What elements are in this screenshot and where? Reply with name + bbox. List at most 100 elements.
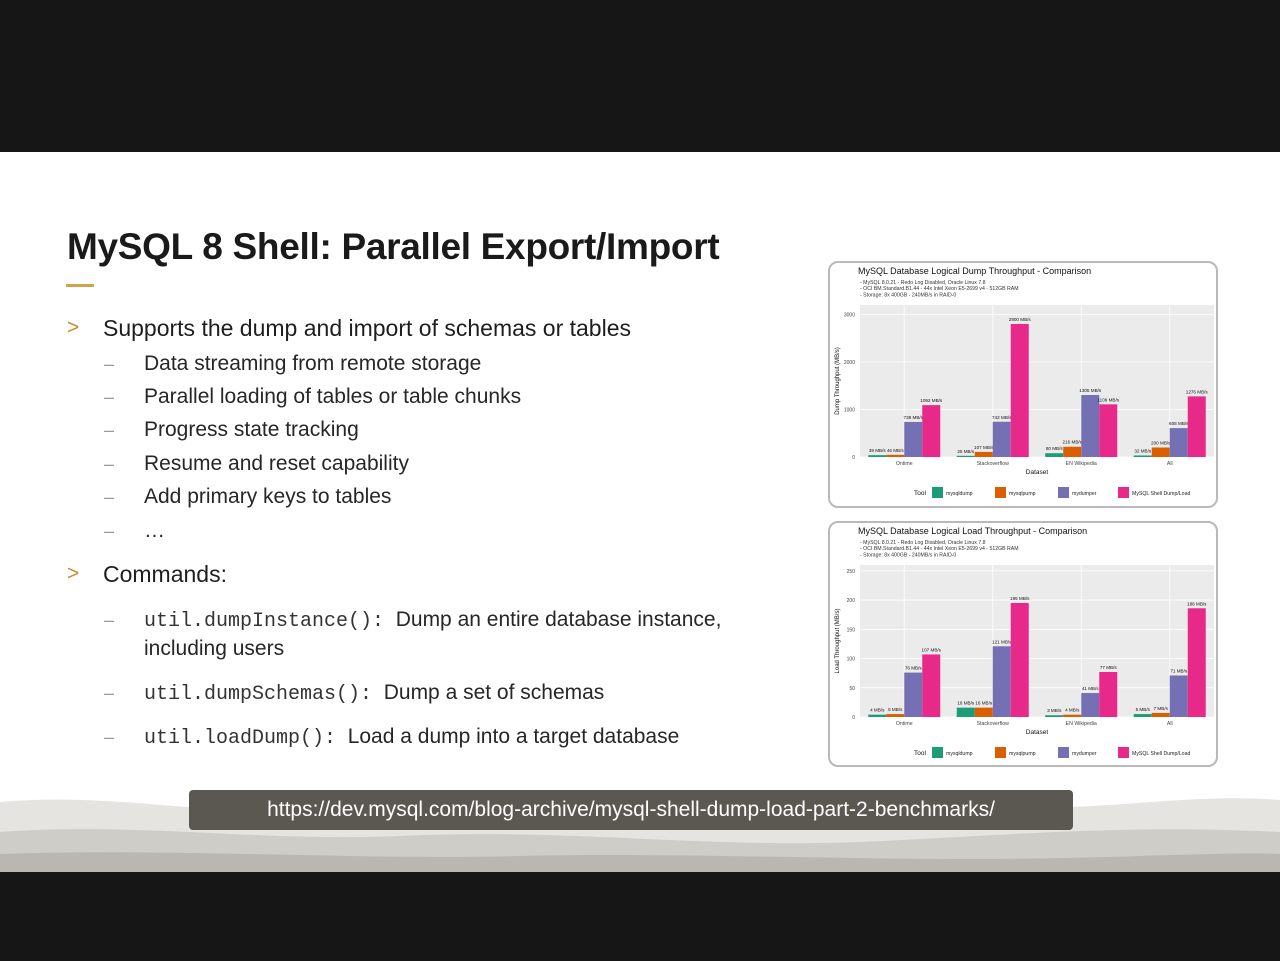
bar-data-label: 25 MB/s	[957, 449, 975, 454]
bar	[1151, 712, 1170, 717]
dump-chart-card: MySQL Database Logical Dump Throughput -…	[828, 261, 1218, 508]
legend-swatch	[1118, 747, 1129, 758]
bar	[974, 707, 993, 717]
command-desc: Load a dump into a target database	[347, 725, 680, 748]
x-tick-label: All	[1167, 461, 1173, 467]
legend-label: mysqlpump	[1009, 491, 1036, 497]
bar	[922, 405, 941, 457]
bar	[956, 455, 975, 457]
bar-data-label: 39 MB/s	[869, 448, 887, 453]
legend-swatch	[995, 747, 1006, 758]
legend-title: Tool	[914, 490, 926, 497]
y-axis-label: Load Throughput (MB/s)	[835, 609, 841, 674]
bar-data-label: 80 MB/s	[1046, 446, 1064, 451]
dash-icon: –	[104, 727, 115, 747]
bar	[886, 714, 905, 717]
bar	[1187, 608, 1206, 717]
slide: MySQL 8 Shell: Parallel Export/Import > …	[0, 152, 1280, 872]
command-item: util.dumpInstance(): Dump an entire data…	[144, 608, 721, 633]
y-tick-label: 1000	[844, 408, 855, 414]
legend-label: MySQL Shell Dump/Load	[1132, 491, 1190, 497]
sub-item: Progress state tracking	[144, 418, 359, 441]
dash-icon: –	[104, 521, 115, 541]
command-code: util.loadDump():	[144, 727, 337, 750]
chevron-bullet-icon: >	[67, 562, 80, 585]
sub-item: …	[144, 519, 165, 542]
y-axis-label: Dump Throughput (MB/s)	[835, 347, 841, 415]
bar	[1151, 447, 1170, 457]
bar-data-label: 3 MB/s	[1047, 708, 1062, 713]
legend-swatch	[1058, 747, 1069, 758]
bar	[1045, 715, 1064, 717]
slide-title: MySQL 8 Shell: Parallel Export/Import	[67, 226, 720, 267]
x-tick-label: Stackoverflow	[977, 461, 1010, 467]
legend-label: mydumper	[1072, 751, 1097, 757]
bar	[1169, 428, 1188, 457]
y-tick-label: 250	[847, 569, 856, 575]
bar	[1081, 693, 1100, 717]
legend-label: mysqldump	[946, 491, 973, 497]
bar	[904, 672, 923, 717]
command-code: util.dumpInstance():	[144, 610, 385, 633]
chart-subtitle: - MySQL 8.0.21 - Redo Log Disabled, Orac…	[860, 540, 986, 546]
y-tick-label: 3000	[844, 313, 855, 319]
chart-subtitle: - OCI BM.Standard.B1.44 - 44x Intel Xeon…	[860, 546, 1019, 552]
blog-link[interactable]: https://dev.mysql.com/blog-archive/mysql…	[267, 798, 995, 821]
bar-data-label: 2800 MB/s	[1009, 317, 1032, 322]
sub-item: Add primary keys to tables	[144, 485, 392, 508]
bar-data-label: 107 MB/s	[974, 445, 994, 450]
bar	[1133, 455, 1152, 457]
bullet-supports: Supports the dump and import of schemas …	[103, 315, 632, 341]
bar-data-label: 41 MB/s	[1082, 686, 1100, 691]
bar-data-label: 4 MB/s	[1065, 708, 1080, 713]
bar	[1063, 446, 1082, 457]
x-axis-label: Dataset	[1026, 729, 1049, 736]
dash-icon: –	[104, 420, 115, 440]
bar-data-label: 1092 MB/s	[920, 398, 943, 403]
y-tick-label: 50	[849, 686, 855, 692]
bar-data-label: 5 MB/s	[888, 707, 903, 712]
bar-data-label: 76 MB/s	[905, 666, 923, 671]
bar-data-label: 16 MB/s	[975, 701, 993, 706]
bar	[992, 421, 1011, 457]
bottom-letterbox	[0, 872, 1280, 961]
dash-icon: –	[104, 387, 115, 407]
x-tick-label: Stackoverflow	[977, 721, 1010, 727]
x-tick-label: EN Wikipedia	[1066, 721, 1097, 727]
legend-label: mydumper	[1072, 491, 1097, 497]
load-chart-card: MySQL Database Logical Load Throughput -…	[828, 521, 1218, 767]
bar	[1045, 453, 1064, 457]
sub-item: Parallel loading of tables or table chun…	[144, 385, 522, 408]
command-code: util.dumpSchemas():	[144, 683, 373, 706]
legend-label: mysqlpump	[1009, 751, 1036, 757]
legend-label: mysqldump	[946, 751, 973, 757]
url-banner[interactable]: https://dev.mysql.com/blog-archive/mysql…	[189, 790, 1073, 830]
bar	[904, 421, 923, 457]
command-desc: Dump an entire database instance,	[395, 608, 722, 631]
y-tick-label: 2000	[844, 360, 855, 366]
bar	[922, 654, 941, 717]
bar	[1010, 324, 1029, 457]
bar-data-label: 1109 MB/s	[1097, 397, 1119, 402]
chart-subtitle: - OCI BM.Standard.B1.44 - 44x Intel Xeon…	[860, 286, 1019, 292]
x-tick-label: EN Wikipedia	[1066, 461, 1097, 467]
chart-title: MySQL Database Logical Load Throughput -…	[858, 526, 1087, 536]
bar-data-label: 107 MB/s	[922, 647, 942, 652]
bar-data-label: 32 MB/s	[1134, 448, 1152, 453]
y-tick-label: 0	[852, 455, 855, 461]
sub-item: Data streaming from remote storage	[144, 352, 482, 375]
bar	[1063, 714, 1082, 717]
chart-subtitle: - MySQL 8.0.21 - Redo Log Disabled, Orac…	[860, 280, 986, 286]
bar-data-label: 1305 MB/s	[1079, 388, 1102, 393]
bar-data-label: 121 MB/s	[992, 639, 1012, 644]
bar-data-label: 46 MB/s	[887, 448, 905, 453]
chevron-bullet-icon: >	[67, 316, 80, 339]
bar-data-label: 186 MB/s	[1187, 601, 1207, 606]
chart-subtitle: - Storage: 8x 400GB - 240MB/s in RAID-0	[860, 552, 956, 558]
bar	[1133, 714, 1152, 717]
bar	[1010, 603, 1029, 717]
bar	[1081, 395, 1100, 457]
command-item: util.dumpSchemas(): Dump a set of schema…	[144, 681, 604, 706]
command-item: util.loadDump(): Load a dump into a targ…	[144, 725, 679, 750]
bar-data-label: 4 MB/s	[870, 708, 885, 713]
